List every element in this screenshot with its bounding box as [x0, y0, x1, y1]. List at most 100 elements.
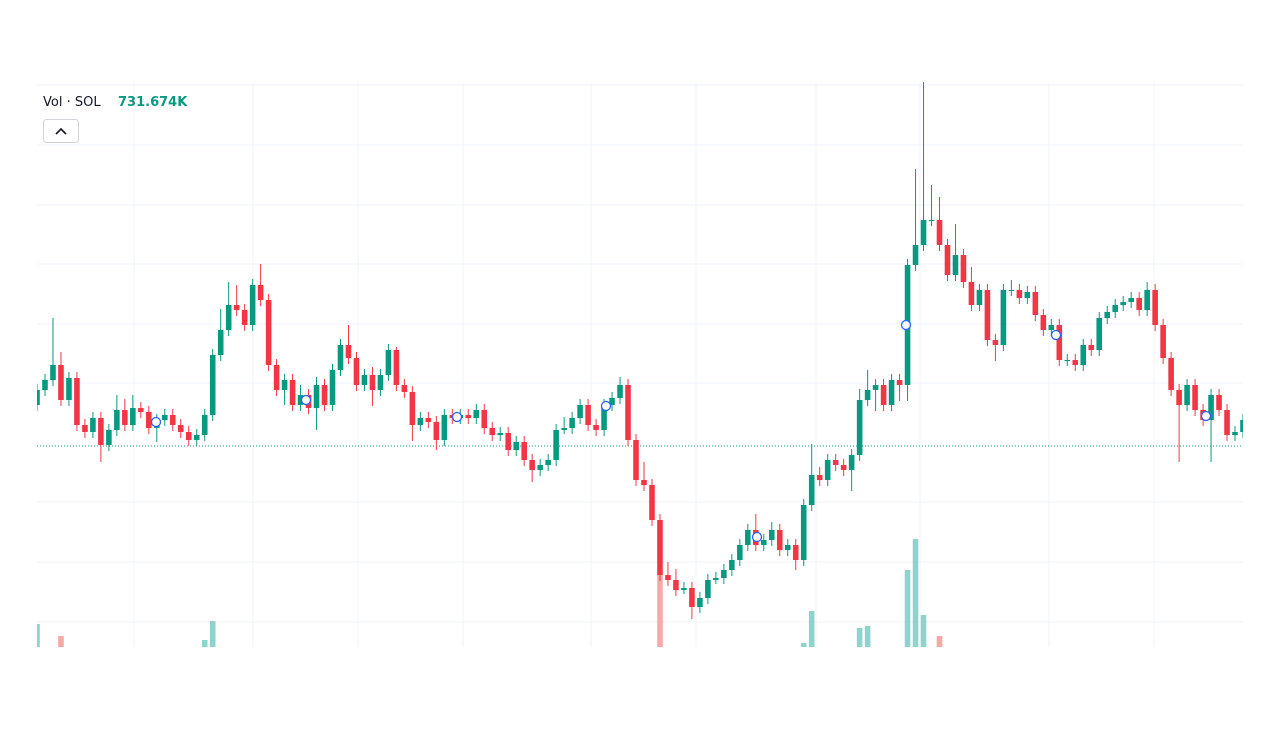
- candle-body: [776, 530, 783, 550]
- candle-body: [1024, 292, 1031, 298]
- candle-body: [649, 485, 655, 520]
- candle-body: [1088, 345, 1095, 350]
- candle-body: [633, 440, 639, 480]
- legend-label: Vol · SOL: [43, 95, 101, 110]
- candle-body: [1016, 290, 1023, 298]
- candle-body: [992, 340, 999, 345]
- candle-body: [1152, 290, 1158, 325]
- candle-body: [257, 285, 264, 300]
- candle-body: [82, 425, 88, 432]
- candle-body: [912, 245, 919, 265]
- candle-body: [177, 425, 184, 432]
- candle-body: [936, 220, 943, 245]
- candle-body: [1144, 290, 1150, 310]
- candle-body: [241, 310, 248, 325]
- candle-body: [185, 432, 192, 440]
- candle-body: [313, 385, 320, 408]
- volume-bar: [904, 570, 911, 647]
- candle-body: [665, 575, 671, 580]
- marker: [150, 416, 162, 428]
- chevron-icon[interactable]: [55, 127, 67, 135]
- candle-body: [800, 505, 807, 560]
- legend-value: 731.674K: [118, 95, 188, 110]
- candle-body: [784, 545, 791, 550]
- candle-body: [42, 380, 48, 390]
- candle-body: [553, 430, 559, 460]
- candle-body: [657, 520, 663, 575]
- candle-body: [856, 400, 863, 455]
- candle-body: [90, 418, 96, 432]
- candle-body: [497, 433, 504, 435]
- candle-body: [689, 588, 695, 607]
- candle-body: [968, 282, 975, 305]
- candle-body: [297, 395, 304, 405]
- candle-body: [281, 380, 288, 390]
- candle-body: [249, 285, 256, 325]
- candle-body: [617, 385, 623, 398]
- candle-body: [1080, 345, 1087, 365]
- volume-bar: [201, 640, 208, 647]
- candle-body: [1208, 395, 1214, 420]
- volume-bar: [37, 624, 40, 647]
- candle-body: [641, 480, 647, 485]
- candle-body: [58, 365, 64, 400]
- candle-body: [209, 355, 216, 415]
- marker: [300, 394, 312, 406]
- candle-body: [697, 598, 703, 607]
- candle-body: [433, 422, 440, 440]
- candle-body: [122, 410, 128, 425]
- candle-body: [1216, 395, 1222, 410]
- candle-body: [1240, 420, 1243, 432]
- candle-body: [1184, 385, 1190, 405]
- candle-body: [601, 405, 607, 430]
- candle-body: [385, 350, 392, 375]
- candle-body: [808, 475, 815, 505]
- candle-body: [289, 380, 296, 405]
- candle-body: [1232, 432, 1238, 435]
- candle-body: [441, 415, 448, 440]
- candle-body: [489, 428, 496, 435]
- candle-body: [201, 415, 208, 435]
- marker: [1200, 410, 1212, 422]
- candle-body: [960, 255, 967, 282]
- candle-body: [425, 418, 432, 422]
- candle-body: [1104, 312, 1111, 318]
- volume-bar: [856, 628, 863, 647]
- candle-body: [1000, 290, 1007, 345]
- candle-body: [1032, 292, 1039, 315]
- candle-body: [1128, 298, 1134, 302]
- candle-body: [1176, 390, 1182, 405]
- candle-body: [984, 290, 991, 340]
- candle-body: [577, 405, 583, 418]
- collapse-button[interactable]: [43, 119, 79, 143]
- volume-bar: [58, 636, 64, 647]
- candle-body: [217, 330, 224, 355]
- volume-bar: [657, 573, 663, 647]
- candle-body: [713, 578, 719, 580]
- candle-body: [848, 455, 855, 470]
- candle-body: [888, 380, 895, 405]
- candle-body: [721, 570, 727, 578]
- candle-body: [98, 418, 104, 445]
- candle-body: [872, 385, 879, 390]
- button-frame[interactable]: [43, 119, 79, 143]
- candle-body: [361, 375, 368, 385]
- candle-body: [329, 370, 336, 405]
- volume-bar: [808, 611, 815, 647]
- candle-body: [393, 350, 400, 385]
- candle-body: [465, 415, 472, 418]
- candle-body: [952, 255, 959, 275]
- candle-body: [138, 408, 144, 412]
- candle-body: [505, 433, 512, 450]
- candle-body: [593, 425, 599, 430]
- candle-body: [353, 358, 360, 385]
- candle-body: [369, 375, 376, 390]
- candle-body: [409, 392, 416, 425]
- candle-body: [106, 430, 112, 445]
- candle-body: [225, 305, 232, 330]
- candle-body: [37, 390, 40, 405]
- candle-body: [816, 475, 823, 480]
- candle-body: [1064, 360, 1071, 361]
